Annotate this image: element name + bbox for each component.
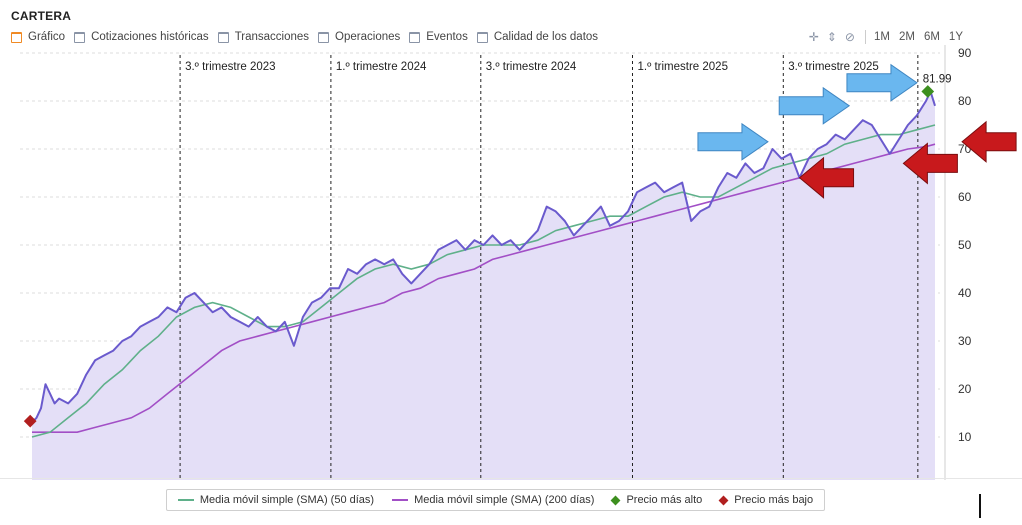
period-label: 3.º trimestre 2024 (486, 61, 577, 73)
high-diamond-icon (610, 495, 621, 505)
annotation-arrows (697, 63, 1017, 199)
crosshair-icon[interactable]: ✛ (808, 30, 819, 44)
tab-label: Eventos (426, 31, 468, 43)
sma-200-line (32, 143, 936, 433)
chart-icon (11, 31, 22, 43)
view-tabs: Gráfico Cotizaciones históricas Transacc… (11, 29, 607, 45)
y-tick-label: 80 (958, 94, 972, 108)
portfolio-title: CARTERA (11, 9, 72, 23)
y-tick-label: 20 (958, 382, 972, 396)
range-2m-button[interactable]: 2M (898, 31, 915, 43)
price-chart[interactable]: 3.º trimestre 2023 1.º trimestre 2024 3.º … (0, 0, 1022, 480)
legend-label: Media móvil simple (SMA) (200 días) (414, 494, 595, 506)
legend-precio-bajo[interactable]: Precio más bajo (718, 494, 814, 506)
legend-label: Precio más alto (626, 494, 703, 506)
tab-label: Calidad de los datos (493, 31, 599, 43)
legend-sma-200[interactable]: Media móvil simple (SMA) (200 días) (392, 494, 594, 506)
period-label: 3.º trimestre 2025 (788, 61, 879, 73)
legend-label: Precio más bajo (734, 494, 814, 506)
chart-toolbar: ✛ ⇕ ⊘ 1M 2M 6M 1Y (801, 29, 972, 45)
y-tick-label: 40 (958, 286, 972, 300)
red-arrow (961, 120, 1017, 163)
price-area-fill (32, 91, 935, 480)
text-cursor (979, 494, 981, 518)
range-1m-button[interactable]: 1M (873, 31, 890, 43)
y-tick-label: 10 (958, 430, 972, 444)
table-icon (476, 31, 488, 43)
tab-label: Transacciones (234, 31, 310, 43)
chart-legend: Media móvil simple (SMA) (50 días) Media… (166, 489, 825, 511)
tab-label: Gráfico (28, 31, 66, 43)
tab-eventos[interactable]: Eventos (409, 31, 468, 43)
tab-transacciones[interactable]: Transacciones (217, 31, 310, 43)
legend-label: Media móvil simple (SMA) (50 días) (199, 494, 375, 506)
low-diamond-icon (718, 495, 729, 505)
price-line (31, 90, 936, 424)
range-6m-button[interactable]: 6M (923, 31, 940, 43)
legend-sma-50[interactable]: Media móvil simple (SMA) (50 días) (177, 494, 375, 506)
toolbar-divider (864, 30, 866, 44)
period-dividers: 3.º trimestre 2023 1.º trimestre 2024 3.º … (179, 55, 919, 480)
blue-arrow (697, 122, 769, 161)
tab-label: Operaciones (335, 31, 401, 43)
y-tick-label: 90 (958, 46, 972, 60)
table-icon (74, 31, 86, 43)
range-1y-button[interactable]: 1Y (948, 31, 963, 43)
tab-grafico[interactable]: Gráfico (11, 31, 65, 43)
blue-arrow (778, 86, 851, 125)
legend-precio-alto[interactable]: Precio más alto (610, 494, 703, 506)
y-tick-label: 50 (958, 238, 972, 252)
y-tick-label: 60 (958, 190, 972, 204)
tab-operaciones[interactable]: Operaciones (318, 31, 400, 43)
high-price-label: 81.99 (923, 73, 952, 85)
chart-bottom-divider (0, 478, 1022, 479)
red-arrow (902, 142, 958, 185)
red-arrow (798, 156, 855, 199)
tab-label: Cotizaciones históricas (91, 31, 209, 43)
hide-icon[interactable]: ⊘ (844, 30, 855, 44)
vertical-zoom-icon[interactable]: ⇕ (826, 30, 837, 44)
table-icon (217, 31, 229, 43)
y-tick-label: 30 (958, 334, 972, 348)
table-icon (409, 31, 421, 43)
period-label: 3.º trimestre 2023 (185, 61, 275, 73)
tab-cotizaciones-historicas[interactable]: Cotizaciones históricas (74, 31, 209, 43)
low-price-marker[interactable] (23, 414, 37, 428)
blue-arrow (846, 63, 918, 102)
sma-50-swatch (177, 499, 194, 501)
sma-200-swatch (392, 499, 409, 501)
period-label: 1.º trimestre 2024 (336, 61, 427, 73)
tab-calidad-datos[interactable]: Calidad de los datos (476, 31, 599, 43)
period-label: 1.º trimestre 2025 (637, 61, 728, 73)
table-icon (318, 31, 330, 43)
